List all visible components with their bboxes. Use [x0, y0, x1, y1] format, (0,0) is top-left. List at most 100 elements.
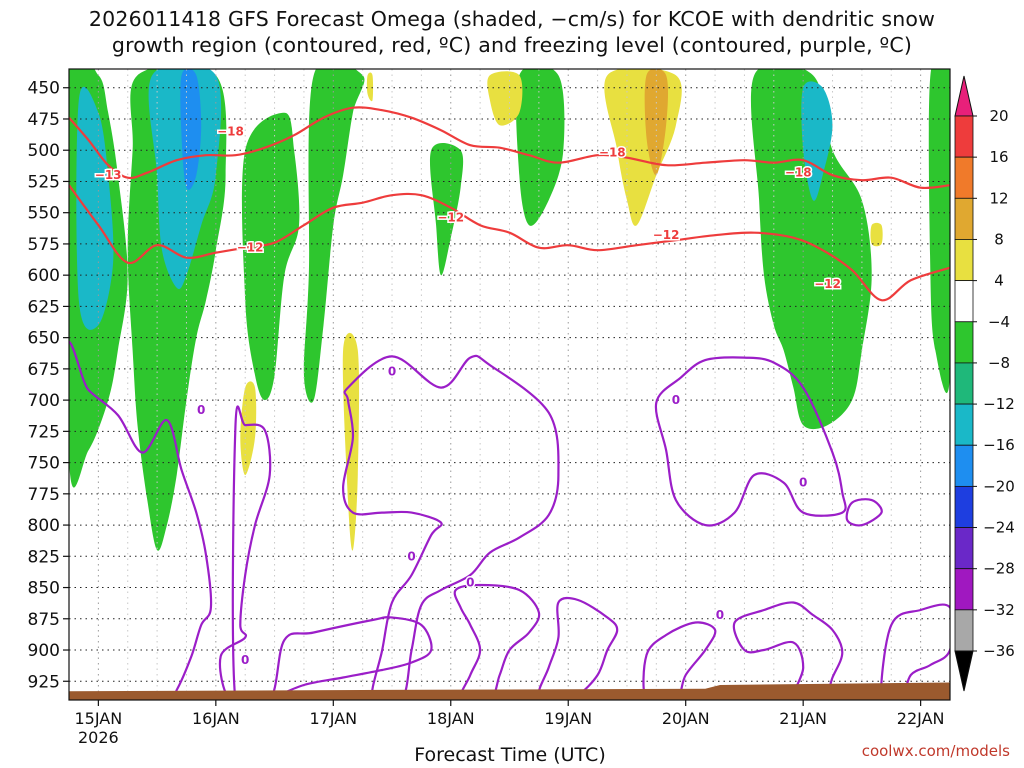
contour-minus18: [69, 106, 950, 190]
omega-region-17: [366, 72, 374, 102]
y-tick-label: 650: [28, 329, 60, 349]
grid: [69, 69, 950, 700]
y-tick-label: 550: [28, 204, 60, 224]
y-axis: 450 475 500 525 550 575 600 625 650 675 700 725 750 7…: [28, 79, 69, 692]
ground-fill: [69, 682, 950, 700]
colorbar-segment: [954, 568, 974, 611]
colorbar: 20 16 12 8 4 −4 −8 −12 −16 −20 −24 −28 −32 −36: [954, 75, 1015, 692]
freezing-contour-4: [537, 596, 619, 700]
colorbar-segment: [954, 527, 974, 570]
colorbar-label: −36: [983, 642, 1015, 660]
contour-label-minus18: −18: [599, 146, 626, 160]
y-tick-label: 800: [28, 516, 60, 536]
freezing-contour-0: [69, 340, 213, 700]
x-axis-title-text: Forecast Time (UTC): [414, 744, 606, 766]
chart-title-line2: growth region (contoured, red, ºC) and f…: [111, 33, 913, 57]
x-tick-label: 19JAN: [544, 709, 592, 728]
colorbar-label: 8: [994, 230, 1004, 248]
freezing-contour-1: [218, 405, 433, 700]
contour-label-minus18: −18: [217, 124, 244, 138]
contour-label-minus18: −18: [785, 166, 812, 180]
x-tick-label: 16JAN: [192, 709, 240, 728]
colorbar-segment: [954, 156, 974, 199]
y-tick-label: 675: [28, 360, 60, 380]
contour-label-zero: 0: [716, 608, 724, 622]
freezing-contour-6: [642, 621, 717, 700]
colorbar-segment: [954, 239, 974, 282]
colorbar-bottom-arrow: [954, 650, 974, 692]
colorbar-label: −28: [983, 560, 1015, 578]
colorbar-label: −4: [988, 313, 1010, 331]
omega-region-1: [76, 86, 114, 330]
colorbar-segment: [954, 115, 974, 158]
contour-label-minus18: −18: [95, 168, 122, 182]
omega-region-18: [870, 222, 883, 247]
colorbar-segment: [954, 321, 974, 364]
contour-label-zero: 0: [241, 653, 249, 667]
ground-surface: [69, 682, 950, 700]
x-tick-label: 17JAN: [309, 709, 357, 728]
omega-region-5: [241, 112, 300, 401]
omega-region-7: [429, 142, 464, 276]
contour-label-minus12: −12: [653, 228, 680, 242]
omega-region-9: [750, 69, 872, 430]
colorbar-segment: [954, 444, 974, 487]
y-tick-label: 500: [28, 141, 60, 161]
y-tick-label: 450: [28, 79, 60, 99]
colorbar-segment: [954, 280, 974, 323]
colorbar-top-arrow: [954, 75, 974, 117]
colorbar-label: 12: [989, 189, 1008, 207]
y-tick-label: 775: [28, 485, 60, 505]
contour-label-minus12: −12: [814, 277, 841, 291]
colorbar-segment: [954, 403, 974, 446]
plot-frame: [68, 68, 951, 701]
omega-region-13: [644, 69, 668, 176]
freezing-contour-8: [845, 498, 883, 527]
contour-label-minus12: −12: [437, 211, 464, 225]
x-tick-label: 20JAN: [662, 709, 710, 728]
y-tick-label: 575: [28, 235, 60, 255]
x-tick-label: 21JAN: [779, 709, 827, 728]
colorbar-label: 4: [994, 272, 1004, 290]
contour-label-zero: 0: [672, 393, 680, 407]
contour-label-minus12: −12: [237, 241, 264, 255]
chart-title-line1: 2026011418 GFS Forecast Omega (shaded, −…: [88, 7, 936, 31]
omega-region-4: [180, 69, 202, 190]
colorbar-label: −32: [983, 601, 1015, 619]
x-tick-label: 18JAN: [427, 709, 475, 728]
y-tick-label: 875: [28, 610, 60, 630]
colorbar-label: −24: [983, 519, 1015, 537]
contour-label-minus12: −13: [95, 168, 122, 182]
omega-region-16: [487, 71, 523, 126]
x-tick-label: 22JAN: [897, 709, 945, 728]
colorbar-label: −8: [988, 354, 1010, 372]
credit-text: coolwx.com/models: [861, 742, 1010, 760]
contour-label-zero: 0: [388, 364, 396, 378]
omega-region-14: [240, 381, 257, 476]
x-tick-sublabel: 2026: [78, 728, 119, 747]
omega-region-6: [303, 69, 365, 403]
contour-label-zero: 0: [466, 576, 474, 590]
y-tick-label: 850: [28, 579, 60, 599]
chart-title: 2026011418 GFS Forecast Omega (shaded, −…: [0, 6, 1024, 58]
colorbar-label: −16: [983, 436, 1015, 454]
freezing-contour-5: [654, 356, 847, 527]
colorbar-segment: [954, 362, 974, 405]
omega-region-8: [516, 69, 565, 226]
y-tick-label: 525: [28, 172, 60, 192]
y-tick-label: 825: [28, 547, 60, 567]
x-axis-title: Forecast Time (UTC): [0, 744, 1024, 766]
colorbar-segment: [954, 197, 974, 240]
x-tick-label: 15JAN: [75, 709, 123, 728]
colorbar-label: 20: [989, 107, 1008, 125]
y-tick-label: 475: [28, 110, 60, 130]
y-tick-label: 700: [28, 391, 60, 411]
colorbar-label: −20: [983, 477, 1015, 495]
colorbar-label: 16: [989, 148, 1008, 166]
colorbar-segment: [954, 485, 974, 528]
y-tick-label: 900: [28, 641, 60, 661]
contour-minus12: [69, 184, 950, 302]
